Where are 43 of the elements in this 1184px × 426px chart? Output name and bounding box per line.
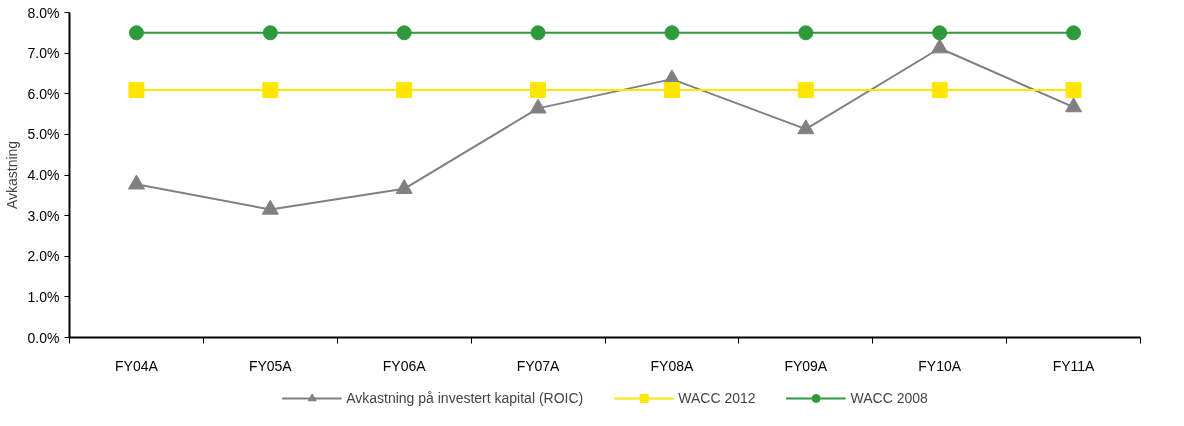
y-tick-label: 1.0% [27, 288, 60, 305]
x-tick-label: FY06A [382, 357, 427, 374]
point [127, 174, 145, 190]
x-tick-label: FY11A [1052, 357, 1096, 374]
y-axis-title: Avkastning [3, 140, 20, 210]
point [262, 82, 279, 99]
x-tick-label: FY05A [248, 357, 293, 374]
point [396, 25, 412, 41]
point [128, 82, 145, 99]
y-tick-label: 8.0% [27, 4, 60, 21]
point [395, 179, 413, 194]
y-tick-label: 2.0% [27, 248, 60, 265]
point [1065, 97, 1083, 113]
point [262, 25, 278, 41]
point [932, 25, 948, 41]
point [128, 25, 144, 41]
point [797, 82, 814, 99]
x-tick-label: FY08A [650, 357, 694, 374]
x-tick-label: FY07A [516, 357, 561, 374]
y-tick-label: 3.0% [27, 207, 60, 224]
y-tick-label: 0.0% [27, 329, 60, 346]
point [261, 199, 279, 215]
point [530, 25, 546, 41]
y-tick-label: 7.0% [27, 45, 60, 62]
y-tick-label: 5.0% [27, 126, 60, 143]
point [797, 119, 815, 135]
legend-label: WACC 2008 [850, 390, 928, 406]
x-tick-label: FY09A [784, 357, 828, 374]
point [1066, 25, 1082, 41]
legend-label: WACC 2012 [678, 390, 756, 406]
x-tick-label: FY04A [115, 357, 159, 374]
legend-label: Avkastning på investert kapital (ROIC) [346, 390, 584, 406]
point [798, 25, 814, 41]
point [1065, 82, 1082, 99]
x-tick-label: FY10A [918, 357, 962, 374]
point [663, 82, 680, 99]
point [396, 82, 413, 99]
point [931, 82, 948, 99]
point [530, 82, 547, 99]
y-tick-label: 6.0% [27, 85, 60, 102]
point [529, 98, 547, 114]
y-tick-label: 4.0% [27, 167, 60, 183]
point [664, 25, 680, 41]
